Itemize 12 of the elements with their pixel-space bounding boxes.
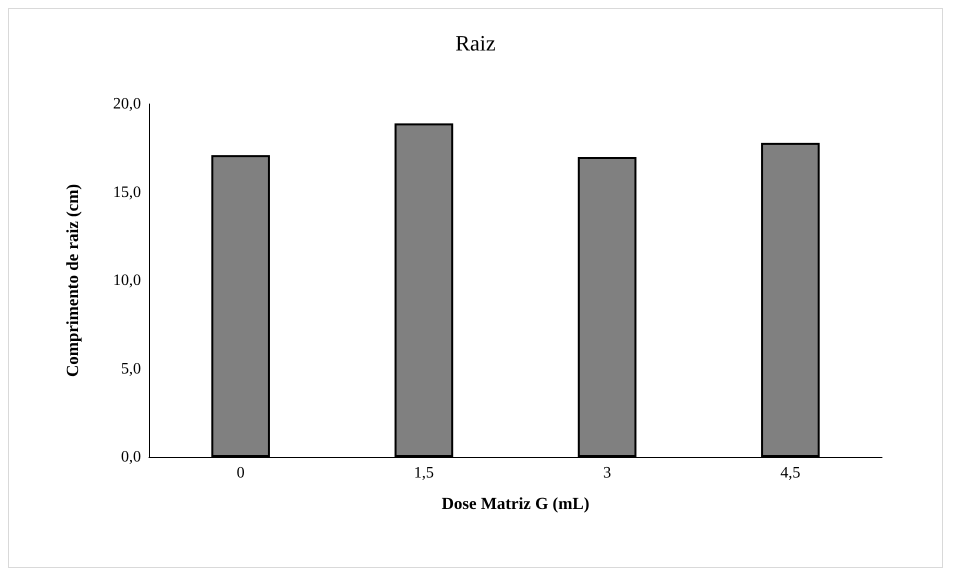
y-tick-label: 5,0 (121, 360, 141, 378)
x-tick-label: 3 (603, 464, 612, 482)
y-tick-label: 15,0 (113, 184, 141, 201)
y-tick-label: 10,0 (113, 272, 141, 289)
y-tick-label: 20,0 (113, 96, 141, 112)
chart-title: Raiz (455, 30, 496, 56)
x-axis-title: Dose Matriz G (mL) (442, 494, 590, 513)
y-axis-title: Comprimento de raiz (cm) (63, 184, 82, 378)
x-tick-label: 1,5 (414, 464, 434, 482)
y-tick-label: 0,0 (121, 448, 141, 466)
x-tick-label: 0 (236, 464, 245, 482)
x-tick-label: 4,5 (780, 464, 800, 482)
